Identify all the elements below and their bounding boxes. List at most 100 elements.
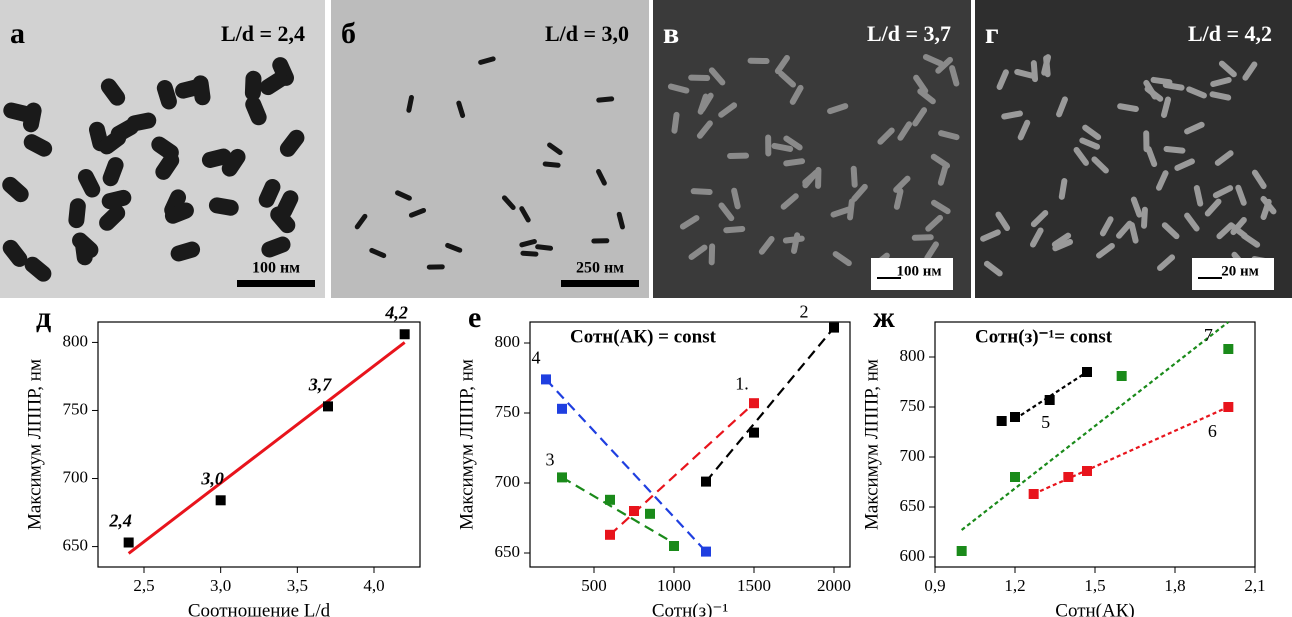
nanorod	[780, 193, 799, 210]
micrograph-bg	[331, 0, 649, 298]
nanorod	[1218, 60, 1237, 78]
data-point	[749, 427, 759, 438]
nanorod	[827, 103, 849, 115]
fit-line	[960, 321, 1230, 531]
x-tick-label: 1,5	[1084, 576, 1105, 595]
nanorod	[893, 175, 911, 193]
nanorod	[1212, 185, 1234, 199]
nanorod	[221, 148, 246, 177]
x-tick-label: 1,2	[1004, 576, 1025, 595]
point-label: 3,0	[200, 468, 224, 488]
nanorod	[1130, 196, 1143, 218]
nanorod	[616, 211, 625, 230]
data-point	[1082, 367, 1092, 377]
nanorod	[68, 198, 86, 229]
nanorod	[501, 195, 516, 210]
data-point	[605, 494, 615, 505]
nanorod	[175, 79, 205, 99]
nanorod	[456, 100, 466, 119]
series-label: 6	[1208, 421, 1217, 441]
data-point	[1223, 344, 1234, 354]
annotation: Cотн(АК) = const	[570, 326, 717, 347]
plot-frame	[529, 321, 851, 568]
nanorod	[245, 96, 267, 126]
panel-caption: L/d = 3,0	[545, 21, 629, 46]
fit-line	[545, 378, 707, 553]
nanorod	[445, 242, 463, 253]
nanorod	[995, 211, 1011, 232]
nanorod	[731, 187, 741, 210]
x-tick-label: 3,5	[287, 576, 308, 595]
nanorod	[911, 234, 934, 241]
nanorod	[591, 238, 610, 244]
data-point	[1223, 402, 1234, 412]
point-label: 2,4	[108, 511, 132, 531]
nanorod	[519, 206, 531, 223]
nanorod	[708, 67, 726, 86]
nanorod	[244, 70, 262, 101]
scale-label: 100 нм	[896, 263, 941, 279]
nanorod	[1051, 232, 1072, 248]
nanorod	[1144, 86, 1164, 102]
nanorod	[1056, 96, 1068, 118]
nanorod	[765, 134, 772, 157]
nanorod	[596, 96, 615, 103]
panel-letter: а	[10, 17, 25, 50]
panel-letter: г	[985, 17, 999, 50]
scale-label: 100 нм	[252, 260, 300, 277]
y-axis-label: Максимум ЛППР, нм	[861, 359, 882, 530]
plot-frame	[97, 321, 421, 568]
nanorod	[261, 236, 291, 258]
nanorod	[1017, 119, 1031, 141]
nanorod	[1157, 254, 1176, 271]
nanorod	[542, 161, 561, 168]
nanorod	[1091, 156, 1109, 174]
y-axis-label: Максимум ЛППР, нм	[24, 359, 45, 530]
y-tick-label: 750	[63, 399, 89, 418]
data-point	[956, 546, 967, 556]
nanorod	[708, 243, 716, 266]
y-tick-label: 800	[63, 331, 89, 350]
data-point	[323, 401, 333, 412]
y-tick-label: 700	[63, 467, 89, 486]
nanorod	[996, 69, 1009, 90]
plot-frame	[934, 321, 1256, 568]
nanorod	[1163, 145, 1186, 154]
nanorod	[832, 251, 852, 267]
nanorod	[1251, 169, 1267, 190]
nanorod	[1128, 222, 1139, 244]
nanorod	[913, 74, 929, 94]
data-point	[605, 529, 615, 540]
nanorod	[696, 120, 713, 139]
nanorod	[1155, 170, 1169, 191]
data-point	[749, 398, 759, 409]
point-label: 4,2	[384, 302, 408, 322]
fit-line	[127, 341, 406, 555]
nanorod	[783, 135, 803, 151]
nanorod	[667, 83, 690, 94]
nanorod	[102, 157, 124, 187]
nanorod	[1052, 238, 1074, 252]
nanorod	[727, 152, 750, 159]
x-tick-label: 2000	[817, 576, 851, 595]
panel-letter: ж	[873, 301, 895, 334]
data-point	[1010, 412, 1020, 422]
data-point	[557, 403, 567, 414]
scale-bar	[237, 280, 315, 287]
data-point	[1082, 466, 1092, 476]
data-point	[123, 537, 134, 548]
chart: 650 700 750 800 500 1000 1500 2000 Cотн(з)⁻¹ Макс…	[456, 301, 851, 617]
nanorod	[1041, 54, 1052, 76]
series-label: 5	[1041, 412, 1050, 432]
nanorod	[1096, 242, 1115, 259]
x-tick-label: 3,0	[210, 576, 231, 595]
nanorod	[547, 142, 563, 156]
nanorod	[519, 239, 537, 248]
nanorod	[72, 232, 99, 258]
nanorod	[3, 102, 33, 122]
panel-caption: L/d = 3,7	[867, 21, 951, 46]
nanorod	[1099, 216, 1114, 237]
series-label: 4	[532, 348, 541, 368]
nanorod	[395, 190, 412, 201]
nanorod	[690, 188, 713, 195]
